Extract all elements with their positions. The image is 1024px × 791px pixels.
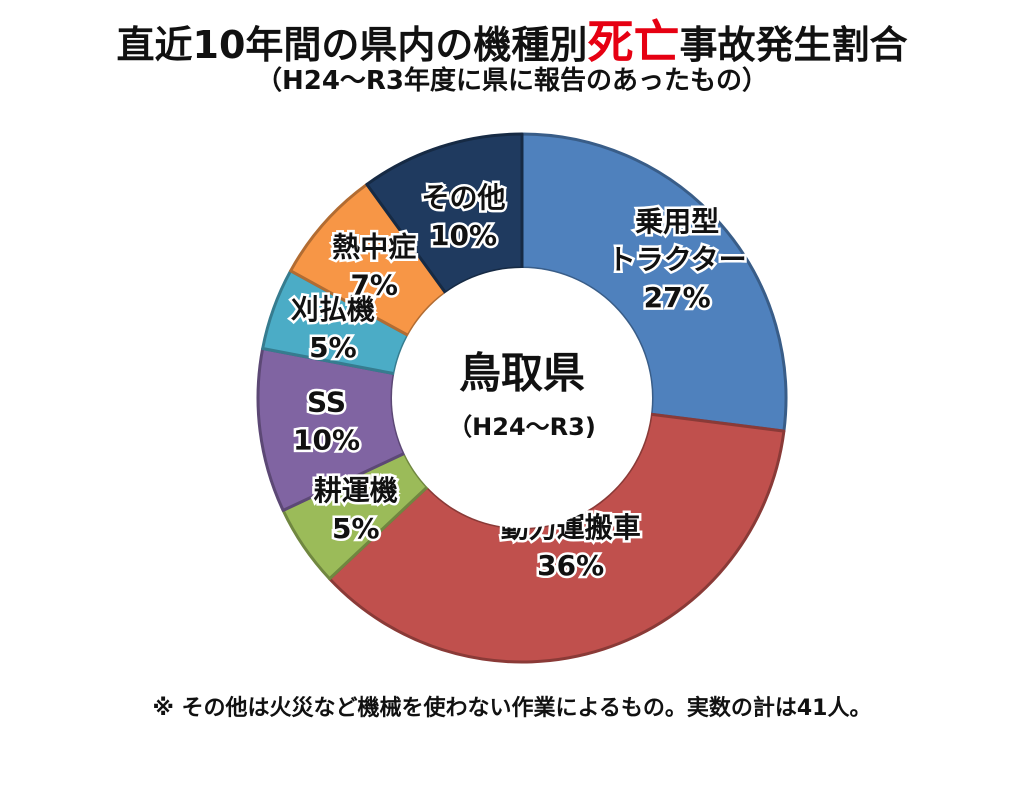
- slice-percent-2: 36%: [537, 549, 604, 582]
- slice-label-4: SS 10%: [293, 386, 360, 457]
- slice-percent-1: 27%: [644, 281, 711, 314]
- slice-label-1: 乗用型トラクター 27%: [608, 205, 747, 314]
- center-label: 鳥取県: [459, 349, 585, 398]
- chart-title: 直近10年間の県内の機種別死亡事故発生割合: [0, 6, 1024, 72]
- title-text-after: 事故発生割合: [679, 23, 908, 67]
- slice-percent-5: 5%: [309, 331, 357, 364]
- slice-percent-3: 5%: [332, 512, 380, 545]
- footnote: ※ その他は火災など機械を使わない作業によるもの。実数の計は41人。: [152, 696, 872, 721]
- slice-name-1-line-2: トラクター: [608, 243, 747, 276]
- slice-name-4-line-1: SS: [307, 386, 346, 419]
- slice-name-7-line-1: その他: [422, 181, 506, 214]
- chart-subtitle: （H24～R3年度に県に報告のあったもの）: [255, 66, 769, 96]
- slice-name-3-line-1: 耕運機: [314, 474, 398, 507]
- slice-percent-7: 10%: [430, 219, 497, 252]
- slice-label-5: 刈払機 5%: [291, 293, 375, 364]
- slice-label-6: 熱中症 7%: [332, 231, 416, 302]
- slice-percent-4: 10%: [293, 424, 360, 457]
- donut-hole: [392, 268, 652, 528]
- slice-name-6-line-1: 熱中症: [332, 231, 416, 264]
- slice-name-5-line-1: 刈払機: [291, 293, 375, 326]
- slice-percent-6: 7%: [350, 269, 398, 302]
- slice-label-7: その他 10%: [422, 181, 506, 252]
- title-text-before: 直近10年間の県内の機種別: [116, 23, 588, 67]
- slice-label-3: 耕運機 5%: [314, 474, 398, 545]
- center-sublabel: （H24～R3): [448, 413, 596, 441]
- title-accent-text: 死亡: [587, 15, 680, 69]
- slice-name-1-line-1: 乗用型: [635, 205, 719, 238]
